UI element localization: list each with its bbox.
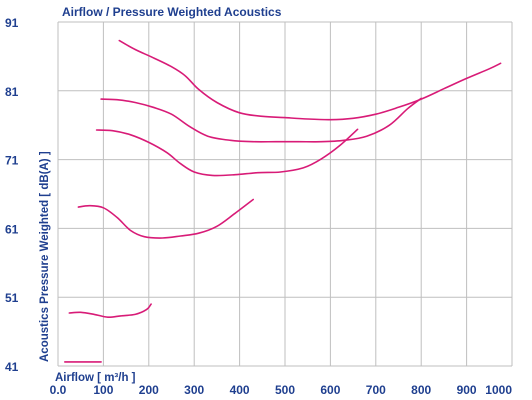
series-line-3 [95,128,359,177]
x-tick-label: 1000 [485,383,512,397]
series-line-4 [77,198,254,239]
y-tick-labels: 41 51 61 71 81 91 [5,16,19,374]
x-tick-label: 100 [93,383,113,397]
series-line-2 [100,97,422,143]
y-tick-label: 71 [5,154,19,168]
grid [57,21,513,367]
y-tick-label: 51 [5,291,19,305]
x-tick-label: 600 [320,383,340,397]
x-tick-label: 500 [275,383,295,397]
x-axis-label: Airflow [ m³/h ] [55,372,136,384]
x-tick-label: 300 [184,383,204,397]
x-tick-label: 400 [230,383,250,397]
series-lines [64,39,502,363]
y-tick-label: 81 [5,85,19,99]
x-tick-label: 0.0 [50,383,67,397]
x-tick-label: 700 [366,383,386,397]
y-axis-label: Acoustics Pressure Weighted [ dB(A) ] [39,151,51,362]
chart-title: Airflow / Pressure Weighted Acoustics [62,5,282,19]
y-tick-label: 91 [5,16,19,30]
x-tick-label: 900 [457,383,477,397]
series-line-1 [118,39,502,121]
x-tick-label: 200 [139,383,159,397]
y-tick-label: 41 [5,360,19,374]
x-tick-labels: 0.0 100 200 300 400 500 600 700 800 900 1000 [50,383,513,397]
series-line-5 [68,303,152,319]
x-tick-label: 800 [411,383,431,397]
y-tick-label: 61 [5,222,19,236]
